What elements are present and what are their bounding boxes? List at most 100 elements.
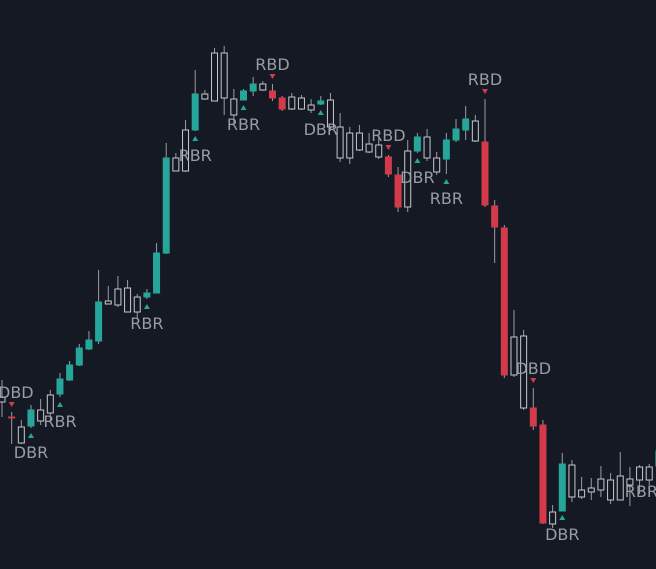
candle: [375, 137, 383, 159]
candle-body: [307, 104, 315, 111]
candle-body: [607, 479, 615, 501]
candle-body: [375, 144, 383, 158]
down-triangle-marker: [8, 402, 15, 407]
candle-body: [240, 90, 247, 101]
candle: [56, 373, 64, 397]
pattern-label: DBD: [0, 383, 34, 402]
candle: [326, 93, 334, 131]
pattern-label: DBR: [14, 443, 48, 462]
candle-body: [288, 96, 296, 110]
candle: [587, 478, 595, 500]
candle: [211, 48, 219, 102]
pattern-label: DBD: [515, 359, 551, 378]
markers-layer: DBD DBR RBR RBR RBR RBR RBD DBR RBD DBR RBR RBD DBD D…: [0, 55, 656, 544]
pattern-label: RBR: [625, 482, 656, 501]
candle-body: [568, 464, 576, 498]
candle: [568, 460, 576, 502]
candle-body: [268, 90, 276, 99]
candle: [346, 127, 354, 164]
candle: [297, 95, 305, 110]
candle: [394, 167, 402, 212]
pattern-label: DBR: [304, 120, 338, 139]
candle: [462, 106, 470, 140]
candles-layer: [0, 46, 656, 528]
candle-body: [66, 364, 74, 381]
candle: [336, 113, 344, 162]
candle: [230, 89, 238, 124]
candle: [645, 464, 653, 485]
candle-body: [56, 378, 64, 395]
candle-body: [95, 301, 103, 342]
candle: [85, 331, 93, 350]
candle-body: [433, 157, 441, 173]
candle-body: [529, 407, 537, 427]
candle: [133, 294, 141, 318]
pattern-label: DBR: [400, 168, 434, 187]
candle-body: [423, 136, 431, 159]
up-triangle-marker: [443, 179, 450, 184]
candle: [95, 270, 103, 344]
pattern-label: RBR: [227, 115, 260, 134]
candle: [0, 380, 6, 417]
candle-body: [153, 252, 161, 294]
candle: [124, 280, 132, 313]
candle: [616, 452, 624, 501]
candle-body: [500, 227, 508, 376]
candle-body: [346, 132, 354, 159]
candle: [182, 120, 190, 172]
pattern-label: RBR: [43, 412, 76, 431]
candle: [104, 286, 112, 305]
candle-body: [249, 83, 257, 92]
candle-body: [143, 292, 151, 298]
candle-body: [636, 466, 644, 481]
candle-body: [182, 129, 190, 172]
candle-body: [124, 287, 132, 313]
candle-body: [259, 83, 267, 91]
candle-body: [442, 139, 450, 160]
candle-body: [520, 335, 528, 409]
candle: [510, 310, 518, 377]
down-triangle-marker: [530, 378, 537, 383]
candle-body: [491, 205, 499, 228]
candle: [481, 99, 489, 207]
candle: [636, 465, 644, 494]
candle: [384, 155, 392, 177]
candle: [66, 361, 74, 381]
pattern-label: RBD: [468, 70, 502, 89]
down-triangle-marker: [385, 145, 392, 150]
candle: [597, 466, 605, 497]
candle-body: [278, 97, 286, 110]
candle: [249, 77, 257, 96]
candle: [558, 453, 566, 512]
candle-body: [191, 93, 199, 131]
pattern-label: RBD: [371, 126, 405, 145]
candle-body: [471, 120, 479, 142]
up-triangle-marker: [143, 304, 150, 309]
candle-body: [326, 99, 334, 128]
candle-body: [27, 409, 35, 427]
candle-body: [201, 93, 209, 100]
up-triangle-marker: [192, 136, 199, 141]
candle: [259, 81, 267, 91]
candle-body: [133, 296, 141, 313]
candle-body: [8, 416, 16, 419]
up-triangle-marker: [414, 158, 421, 163]
candle: [46, 390, 54, 421]
candle: [240, 89, 247, 101]
candle-body: [355, 132, 363, 151]
candle-body: [172, 157, 180, 172]
candle-body: [0, 396, 6, 403]
candle-body: [394, 174, 402, 208]
candle: [471, 115, 479, 142]
pattern-label: RBR: [130, 314, 163, 333]
candle: [143, 289, 151, 299]
candle-body: [220, 52, 228, 99]
candle: [539, 420, 547, 524]
candle-body: [452, 128, 460, 141]
candle: [37, 399, 45, 425]
candle: [549, 505, 557, 528]
candle-body: [17, 426, 25, 444]
candle-body: [626, 478, 634, 486]
